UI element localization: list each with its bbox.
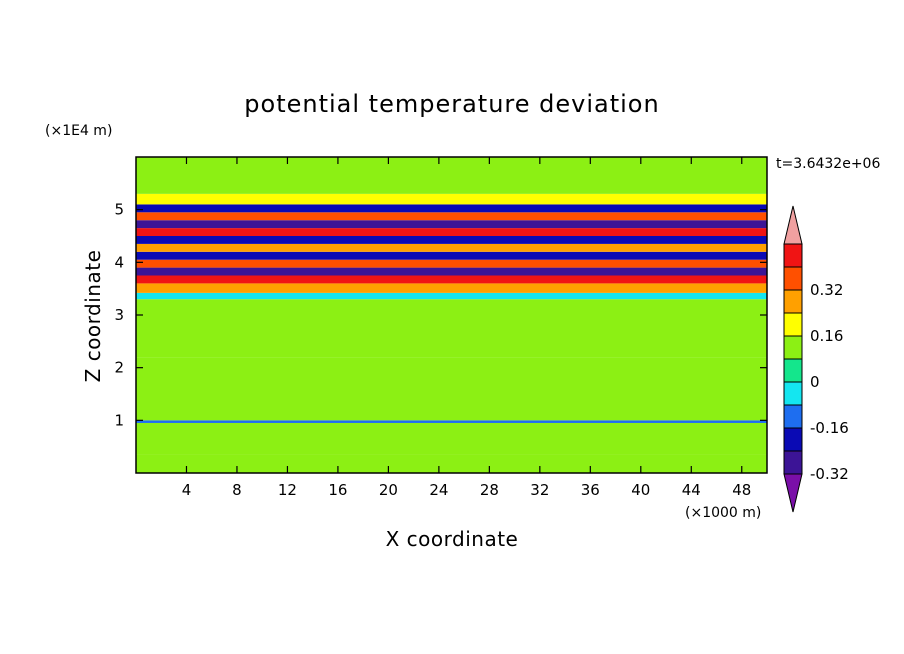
x-tick-label: 40: [631, 481, 650, 499]
colorbar: [783, 205, 803, 513]
contour-band: [136, 220, 767, 229]
x-tick-label: 16: [328, 481, 347, 499]
x-tick-label: 28: [480, 481, 499, 499]
colorbar-box: [783, 427, 803, 452]
x-tick-label: 48: [732, 481, 751, 499]
colorbar-box: [783, 358, 803, 383]
x-unit-label: (×1000 m): [685, 505, 761, 521]
plot-area: [136, 157, 767, 473]
colorbar-box: [783, 450, 803, 475]
colorbar-box: [783, 381, 803, 406]
contour-band: [136, 299, 767, 358]
contour-band: [136, 454, 767, 473]
colorbar-label: 0.16: [810, 327, 843, 345]
x-tick-label: 32: [530, 481, 549, 499]
colorbar-box: [783, 266, 803, 291]
x-tick-label: 36: [581, 481, 600, 499]
y-unit-label: (×1E4 m): [45, 123, 112, 139]
colorbar-box: [783, 289, 803, 314]
contour-band: [136, 193, 767, 205]
colorbar-box: [783, 243, 803, 268]
contour-band: [136, 243, 767, 252]
contour-band: [136, 228, 767, 236]
time-label: t=3.6432e+06: [776, 156, 880, 172]
y-tick-label: 2: [114, 359, 124, 377]
y-axis-label: Z coordinate: [81, 250, 105, 383]
contour-band: [136, 157, 767, 194]
x-axis-ticks: 4 8 12 16 20 24 28 32 36 40 44 48: [182, 157, 751, 499]
x-tick-label: 8: [232, 481, 242, 499]
y-tick-label: 4: [114, 253, 124, 271]
contour-band: [136, 420, 767, 423]
contour-band: [136, 236, 767, 244]
contour-band: [136, 422, 767, 455]
contour-band: [136, 251, 767, 260]
colorbar-label: 0: [810, 373, 820, 391]
contour-band: [136, 212, 767, 221]
colorbar-upper-triangle: [783, 205, 803, 245]
y-tick-label: 3: [114, 306, 124, 324]
colorbar-box: [783, 312, 803, 337]
x-tick-label: 24: [429, 481, 448, 499]
contour-band: [136, 275, 767, 284]
x-tick-label: 4: [182, 481, 192, 499]
x-axis-label: X coordinate: [386, 527, 519, 551]
x-tick-label: 44: [682, 481, 701, 499]
chart-title: potential temperature deviation: [244, 90, 659, 118]
contour-band: [136, 259, 767, 268]
colorbar-lower-triangle: [783, 473, 803, 513]
colorbar-box: [783, 335, 803, 360]
contour-band: [136, 292, 767, 300]
y-axis-ticks: 1 2 3 4 5: [114, 201, 767, 429]
contour-band: [136, 283, 767, 293]
colorbar-labels: 0.32 0.16 0 -0.16 -0.32: [810, 281, 849, 483]
x-tick-label: 12: [278, 481, 297, 499]
x-tick-label: 20: [379, 481, 398, 499]
y-tick-label: 1: [114, 411, 124, 429]
colorbar-label: 0.32: [810, 281, 843, 299]
colorbar-label: -0.16: [810, 419, 849, 437]
y-tick-label: 5: [114, 201, 124, 219]
colorbar-box: [783, 404, 803, 429]
contour-band: [136, 357, 767, 421]
contour-band: [136, 267, 767, 276]
contour-band: [136, 204, 767, 213]
colorbar-label: -0.32: [810, 465, 849, 483]
